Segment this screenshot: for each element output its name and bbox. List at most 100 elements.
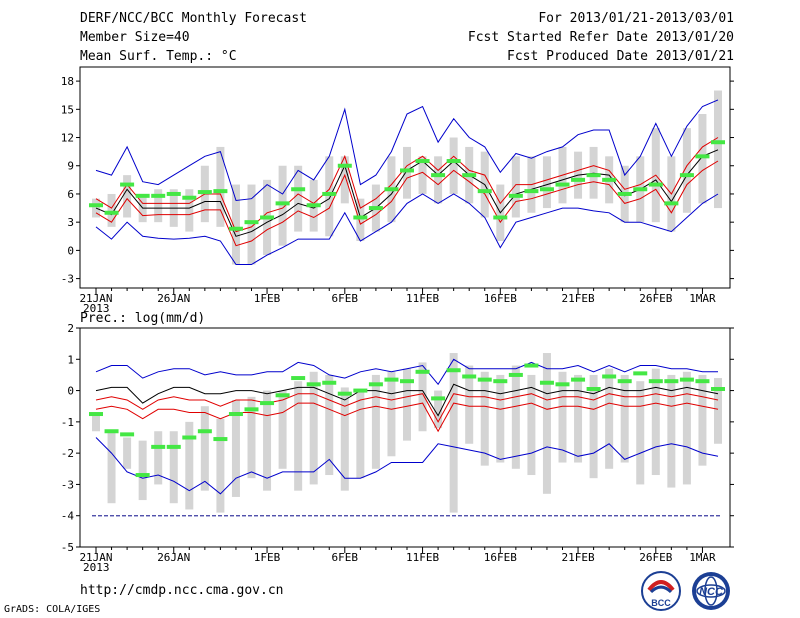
temp-median-mark [368, 206, 383, 211]
prec-median-mark [711, 387, 725, 392]
temperature-panel: -3 0 3 6 9 12 15 18 21JAN 26JAN 1FEB 6FEB 11FEB 16FEB… [61, 66, 734, 315]
temp-xtick-label: 16FEB [484, 292, 517, 305]
prec-box [496, 374, 505, 463]
temp-upper-line [95, 137, 719, 233]
temp-median-mark [400, 168, 414, 173]
produced-date-label: Fcst Produced Date 2013/01/21 [507, 49, 734, 64]
temp-median-mark [679, 173, 694, 178]
prec-box [294, 381, 303, 491]
prec-median-mark [555, 382, 570, 387]
temp-xtick-label: 21FEB [561, 292, 594, 305]
prec-median-mark [213, 437, 228, 442]
prec-max-line [95, 358, 718, 386]
temp-box [216, 146, 225, 227]
prec-median-mark [664, 379, 679, 384]
temp-box [542, 156, 551, 209]
prec-box [465, 365, 474, 444]
prec-box [340, 387, 349, 491]
prec-box [138, 440, 147, 501]
temp-median-mark [244, 220, 259, 225]
bcc-logo-text: BCC [651, 598, 671, 608]
prec-median-mark [260, 401, 275, 406]
temp-median-mark [89, 203, 103, 208]
temp-median-mark [104, 210, 119, 215]
source-url[interactable]: http://cmdp.ncc.cma.gov.cn [80, 583, 284, 598]
prec-median-mark [477, 377, 492, 382]
temp-box [247, 184, 256, 265]
temp-xtick-label: 6FEB [332, 292, 359, 305]
prec-box [667, 374, 676, 488]
temp-median-mark [539, 187, 554, 192]
temp-ytick-label: 15 [61, 103, 74, 116]
prec-xtick-label: 26JAN [157, 551, 190, 564]
prec-box [185, 421, 194, 510]
prec-median-mark [400, 379, 414, 384]
prec-median-mark [104, 429, 119, 434]
temp-median-mark [120, 182, 135, 187]
temp-box [154, 189, 163, 223]
prec-median-mark [648, 379, 663, 384]
ncc-logo-text: NCC [699, 586, 724, 598]
temp-median-mark [477, 189, 492, 194]
temp-box [682, 128, 691, 213]
temp-xtick-label: 11FEB [406, 292, 439, 305]
prec-box [682, 371, 691, 485]
temp-box [92, 198, 100, 218]
prec-xtick-label: 1MAR [689, 551, 716, 564]
temp-box [356, 198, 365, 241]
temp-median-mark [228, 226, 243, 231]
temp-box [698, 114, 707, 204]
variable-label: Mean Surf. Temp.: °C [80, 49, 237, 64]
chart-title: DERF/NCC/BCC Monthly Forecast [80, 11, 307, 26]
prec-box [542, 353, 551, 494]
forecast-period-label: For 2013/01/21-2013/03/01 [538, 11, 734, 26]
prec-box [231, 399, 240, 497]
prec-box [558, 371, 567, 463]
prec-box [698, 374, 707, 466]
temp-box [107, 193, 116, 227]
temp-box [418, 156, 427, 194]
prec-median-mark [135, 473, 150, 478]
prec-box [574, 374, 583, 463]
prec-median-mark [446, 368, 461, 373]
prec-median-mark [431, 396, 446, 401]
temp-box [185, 189, 194, 232]
prec-median-mark [617, 379, 632, 384]
temp-box [340, 156, 349, 204]
temp-median-mark [384, 187, 399, 192]
prec-box [200, 406, 209, 491]
temp-median-mark [337, 163, 352, 168]
temp-ytick-label: 0 [67, 244, 74, 257]
prec-box [418, 362, 427, 432]
prec-ytick-label: 0 [67, 385, 74, 398]
temp-xtick-label: 21JAN [79, 292, 112, 305]
prec-xtick-label: 16FEB [484, 551, 517, 564]
temp-median-mark [695, 154, 710, 159]
prec-box [356, 390, 365, 479]
prec-box [449, 353, 458, 513]
prec-median-mark [337, 391, 352, 396]
prec-median-mark [306, 382, 321, 387]
prec-median-mark [291, 376, 306, 381]
temp-xtick-label: 26JAN [157, 292, 190, 305]
temp-median-mark [524, 189, 539, 194]
prec-box [605, 368, 614, 469]
prec-box [620, 374, 629, 463]
prec-box [123, 437, 132, 469]
ncc-logo: NCC [692, 572, 730, 610]
prec-box [325, 374, 334, 476]
prec-xtick-label: 21FEB [561, 551, 594, 564]
prec-median-mark [384, 377, 399, 382]
prec-median-mark [151, 444, 166, 449]
temp-median-mark [322, 191, 337, 196]
temp-median-mark [493, 215, 508, 220]
temp-median-mark [508, 193, 523, 198]
prec-median-mark [633, 371, 648, 376]
temp-median-mark [197, 190, 212, 195]
prec-median-mark [166, 444, 181, 449]
temp-box [123, 175, 132, 218]
temp-median-mark [135, 193, 150, 198]
temp-box [714, 90, 722, 209]
prec-ytick-label: -4 [61, 510, 75, 523]
